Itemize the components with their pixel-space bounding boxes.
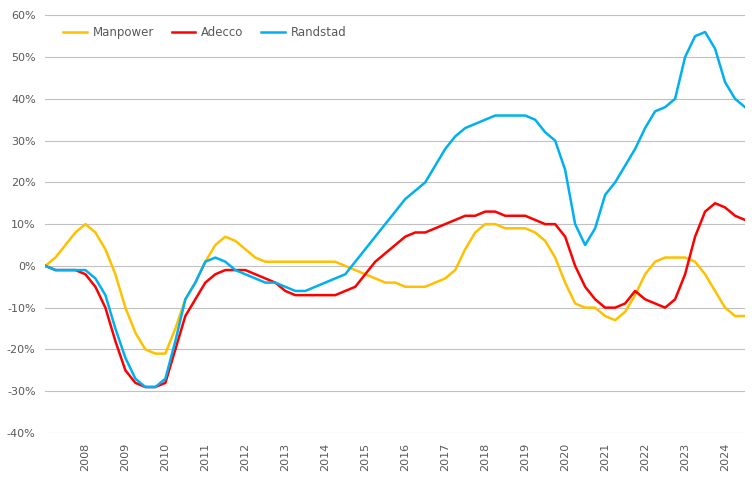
Randstad — [391, 209, 400, 215]
Adecco — [741, 217, 750, 223]
Randstad — [141, 384, 150, 390]
Line: Randstad: Randstad — [45, 32, 745, 387]
Randstad — [701, 29, 710, 35]
Adecco — [61, 267, 70, 273]
Manpower — [741, 313, 750, 319]
Manpower — [401, 284, 410, 290]
Randstad — [41, 263, 50, 269]
Manpower — [481, 221, 490, 227]
Adecco — [681, 272, 690, 277]
Randstad — [61, 267, 70, 273]
Legend: Manpower, Adecco, Randstad: Manpower, Adecco, Randstad — [59, 22, 351, 44]
Line: Adecco: Adecco — [45, 203, 745, 387]
Manpower — [690, 259, 699, 265]
Adecco — [471, 213, 480, 218]
Adecco — [720, 205, 729, 210]
Adecco — [391, 242, 400, 248]
Manpower — [81, 221, 90, 227]
Adecco — [41, 263, 50, 269]
Randstad — [471, 121, 480, 127]
Adecco — [711, 200, 720, 206]
Manpower — [61, 242, 70, 248]
Randstad — [151, 384, 160, 390]
Adecco — [141, 384, 150, 390]
Adecco — [151, 384, 160, 390]
Randstad — [720, 79, 729, 85]
Manpower — [151, 351, 160, 357]
Manpower — [41, 263, 50, 269]
Line: Manpower: Manpower — [45, 224, 745, 354]
Manpower — [720, 305, 729, 311]
Randstad — [681, 54, 690, 60]
Manpower — [161, 351, 170, 357]
Randstad — [741, 104, 750, 110]
